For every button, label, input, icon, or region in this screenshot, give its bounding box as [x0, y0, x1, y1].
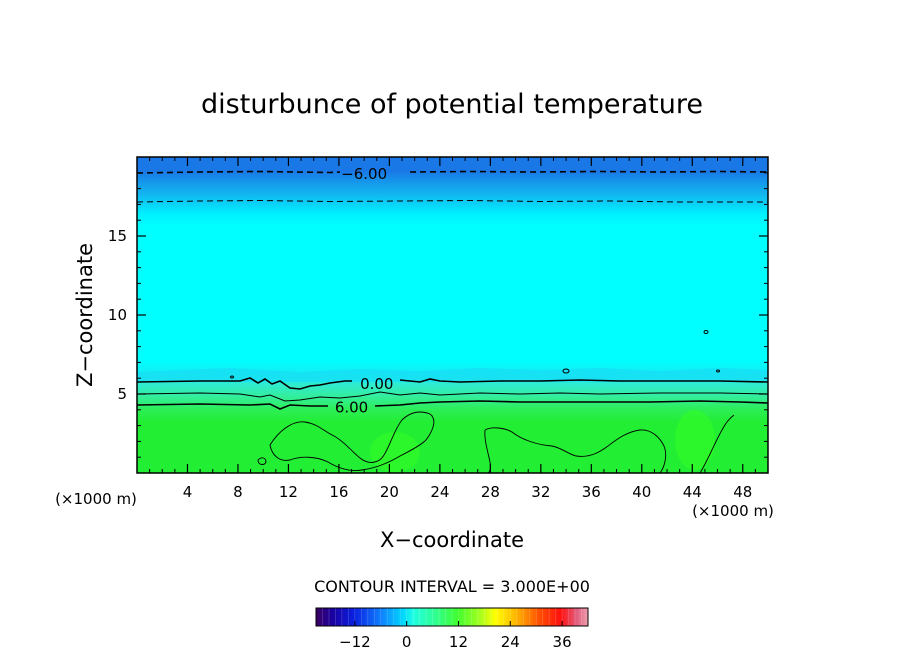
contour-label: 0.00 — [360, 375, 393, 393]
green-blob-2 — [675, 410, 715, 470]
y-unit-label: (×1000 m) — [55, 490, 137, 508]
colorbar-tick-label: −12 — [339, 633, 371, 651]
contour-neg6 — [137, 170, 768, 174]
small-contour-1 — [562, 368, 570, 374]
small-contour-4 — [716, 369, 720, 373]
y-tick-label: 5 — [117, 385, 127, 403]
heatmap-field — [137, 157, 768, 473]
x-axis-title: X−coordinate — [380, 528, 524, 552]
contour-zero — [137, 377, 768, 390]
x-axis: 4 8 12 16 20 24 28 32 36 40 44 48 — [149, 157, 756, 501]
colorbar-segments — [322, 608, 582, 626]
x-tick-label: 16 — [329, 483, 348, 501]
x-tick-label: 12 — [279, 483, 298, 501]
contour-label: −6.00 — [341, 165, 387, 183]
contour-pos9-e — [257, 457, 267, 465]
x-tick-label: 44 — [683, 483, 702, 501]
x-tick-label: 20 — [380, 483, 399, 501]
colorbar-ticks: −12 0 12 24 36 — [339, 621, 572, 651]
x-tick-label: 48 — [733, 483, 752, 501]
chart-title: disturbunce of potential temperature — [201, 89, 703, 120]
x-tick-label: 8 — [233, 483, 243, 501]
contour-pos9-c — [484, 429, 491, 473]
x-unit-label: (×1000 m) — [692, 502, 774, 520]
colorbar: −12 0 12 24 36 — [315, 607, 589, 651]
colorbar-frame — [315, 607, 589, 627]
x-tick-label: 40 — [632, 483, 651, 501]
contour-labels: −6.00 0.00 6.00 — [335, 165, 394, 417]
mixing-band — [137, 368, 768, 382]
colorbar-tick-label: 24 — [501, 633, 520, 651]
plot-area — [137, 157, 768, 473]
contour-interval-label: CONTOUR INTERVAL = 3.000E+00 — [314, 577, 590, 596]
small-contour-2 — [703, 330, 709, 334]
y-axis: 5 10 15 — [108, 172, 768, 458]
x-tick-label: 24 — [430, 483, 449, 501]
small-contour-3 — [230, 375, 234, 379]
contour-pos9-a — [269, 411, 435, 471]
x-tick-label: 4 — [183, 483, 193, 501]
contour-pos6 — [137, 400, 768, 410]
y-tick-label: 10 — [108, 306, 127, 324]
x-tick-label: 28 — [481, 483, 500, 501]
colorbar-gradient — [316, 608, 588, 626]
y-axis-title: Z−coordinate — [73, 243, 97, 387]
y-tick-label: 15 — [108, 227, 127, 245]
colorbar-tick-label: 36 — [553, 633, 572, 651]
contour-pos3 — [137, 391, 768, 402]
green-blob-1 — [370, 432, 420, 472]
x-tick-label: 32 — [531, 483, 550, 501]
contour-label: 6.00 — [335, 399, 368, 417]
colorbar-tick-label: 12 — [449, 633, 468, 651]
contour-pos9-d — [699, 414, 735, 473]
contour-neg3 — [137, 199, 768, 203]
colorbar-tick-label: 0 — [402, 633, 412, 651]
x-tick-label: 36 — [582, 483, 601, 501]
contour-pos9-b — [484, 427, 667, 473]
